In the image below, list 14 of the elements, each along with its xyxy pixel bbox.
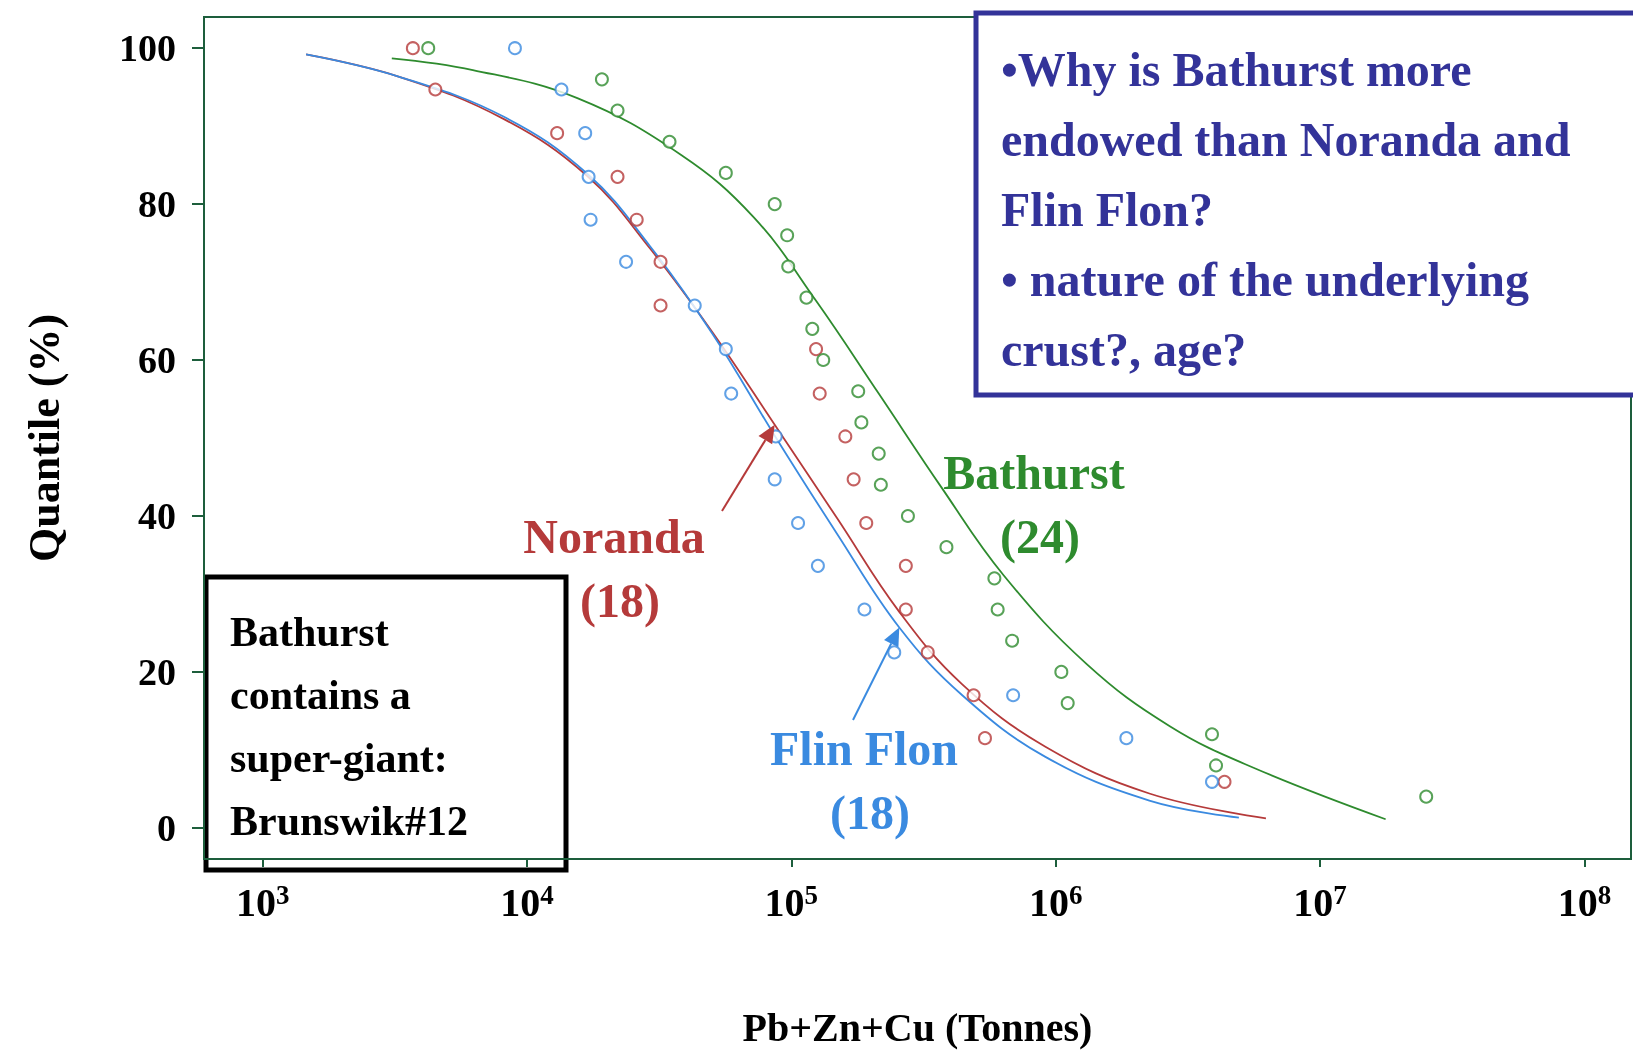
y-tick-label: 100 [119,27,176,70]
annotation: • nature of the underlying crust?, age? [1001,252,1541,376]
y-tick-label: 0 [157,806,176,849]
y-tick-label: 20 [138,650,176,693]
y-axis-title: Quantile (%) [19,313,69,563]
series-label: Bathurst (24) [943,445,1137,564]
x-axis-title: Pb+Zn+Cu (Tonnes) [742,1004,1093,1050]
y-tick-label: 80 [138,183,176,226]
annotation: •Why is Bathurst more endowed than Noranda and Flin Flon? [1001,42,1583,236]
y-tick-label: 40 [138,494,176,537]
legend-label: Flin Flon (18) [769,721,971,840]
annotation: Bathurst contains a super-giant: Brunswik#12 [230,608,469,844]
legend-label: Noranda (18) [523,509,717,628]
y-tick-label: 60 [138,339,176,382]
